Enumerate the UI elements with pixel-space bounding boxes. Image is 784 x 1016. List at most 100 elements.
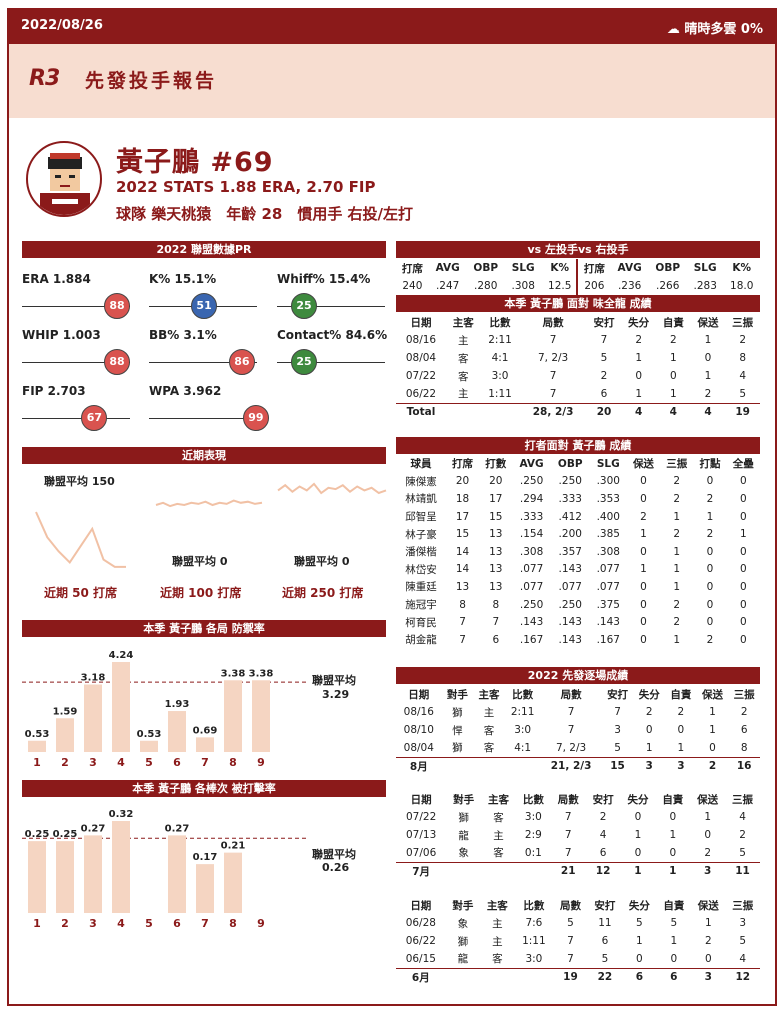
table-cell: .250 [558, 475, 582, 488]
table-cell: 主 [492, 935, 503, 948]
table-row: 06/15 龍 客 3:0 7 5 0 0 0 4 [396, 950, 760, 968]
total-cell: 19 [725, 402, 760, 421]
table-row: 07/22 獅 客 3:0 7 2 0 0 1 4 [396, 808, 760, 826]
column-header: 局數 [560, 688, 582, 701]
table-cell: 06/22 [405, 387, 437, 400]
recent-100-caption: 近期 100 打席 [160, 586, 242, 600]
table-cell: 17 [455, 510, 470, 523]
table-row: 07/22 客 3:0 7 2 0 0 1 4 [396, 367, 760, 385]
table-cell: 1 [635, 387, 643, 400]
player-avatar [26, 141, 102, 217]
column-header: 三振 [666, 458, 688, 471]
table-cell: 5 [670, 917, 678, 929]
table-cell: 0 [669, 846, 677, 859]
column-header: OBP [557, 457, 583, 470]
bar-label: 1.59 [53, 706, 78, 717]
column-header: 失分 [627, 793, 649, 806]
table-cell: 08/04 [405, 352, 437, 364]
report-date: 2022/08/26 [21, 18, 103, 33]
column-header: OBP [473, 262, 499, 274]
table-cell: 240 [402, 280, 423, 292]
table-row: 林靖凱 18 17 .294 .333 .353 0 2 2 0 [396, 490, 760, 508]
table-cell: 2 [739, 829, 746, 841]
column-header: 主客 [488, 793, 510, 806]
category-label: 6 [173, 917, 181, 930]
pr-badge: 86 [228, 349, 255, 375]
table-cell: 6 [492, 633, 500, 646]
total-cell [445, 402, 481, 421]
category-label: 1 [33, 917, 41, 930]
bar [84, 684, 102, 752]
total-cell: 22 [587, 967, 623, 986]
bar-label: 3.18 [81, 673, 106, 684]
total-cell [445, 967, 481, 986]
total-cell: 4 [621, 402, 656, 421]
table-cell: 7 [567, 724, 575, 736]
total-cell: 2 [696, 756, 729, 775]
total-cell: 3 [691, 967, 726, 986]
table-cell: 2 [706, 528, 714, 541]
vs-hand-header: vs 左投手vs 右投手 [396, 241, 760, 258]
table-cell: 7 [564, 846, 572, 859]
bar-label: 0.27 [165, 823, 190, 834]
category-label: 3 [89, 917, 97, 930]
column-header: 安打 [594, 899, 616, 912]
table-cell: 2 [645, 706, 653, 718]
table-cell: .300 [596, 475, 620, 488]
table-cell: .167 [596, 633, 620, 646]
bar-label: 0.21 [221, 841, 246, 852]
table-cell: 林靖凱 [405, 493, 437, 506]
table-cell: 2 [704, 846, 712, 859]
table-cell: 2 [677, 706, 685, 718]
table-cell: 06/28 [405, 917, 436, 929]
table-cell: 林子豪 [405, 528, 437, 541]
bar-label: 4.24 [109, 650, 134, 661]
table-cell: .333 [558, 492, 582, 505]
bar [112, 821, 130, 913]
total-cell: 7月 [396, 861, 447, 880]
table-cell: 17 [489, 492, 503, 505]
sparkline-50 [35, 511, 126, 568]
bar-label: 0.32 [109, 809, 134, 820]
table-cell: 0 [645, 724, 653, 736]
table-cell: 0 [635, 370, 643, 382]
table-cell: .143 [558, 563, 582, 576]
pr-badge: 25 [291, 349, 317, 375]
table-header-row: 球員 打席 打數 AVG OBP SLG 保送 三振 打點 全壘 [396, 455, 760, 473]
table-cell: 0 [739, 598, 747, 611]
total-cell: 1 [620, 861, 656, 880]
month-games-table: 日期 對手 主客 比數 局數 安打 失分 自責 保送 三振 06/28 象主 7:6 5 11 5 5 1 3 06/… [396, 896, 760, 986]
column-header: 打席 [452, 458, 474, 471]
table-cell: 08/16 [405, 334, 437, 346]
category-label: 4 [117, 917, 125, 930]
table-cell: 3 [739, 917, 747, 929]
table-cell: 0:1 [524, 846, 542, 859]
table-cell: 20 [489, 475, 503, 488]
column-header: 球員 [410, 458, 432, 471]
table-row: 08/10 悍 客 3:0 7 3 0 0 1 6 [396, 721, 760, 739]
table-cell: 1 [645, 741, 653, 754]
table-cell: 7, 2/3 [537, 352, 569, 364]
column-header: 保送 [697, 316, 719, 329]
total-cell: 21, 2/3 [540, 756, 602, 775]
total-cell: 11 [725, 861, 760, 880]
table-cell: 2 [740, 706, 748, 718]
table-cell: 7 [567, 952, 574, 965]
category-label: 5 [145, 756, 153, 769]
table-cell: 0 [739, 492, 747, 505]
category-label: 3 [89, 756, 97, 769]
table-cell: 0 [706, 598, 714, 611]
table-cell: 5 [739, 935, 747, 947]
table-cell: 0 [670, 952, 678, 965]
bar [196, 737, 214, 752]
table-cell: .200 [558, 528, 582, 541]
month-games-table: 日期 對手 主客 比數 局數 安打 失分 自責 保送 三振 07/22 獅客 3:0 7 2 0 0 1 4 07/1… [396, 790, 760, 880]
table-row: 06/22 獅 主 1:11 7 6 1 1 2 5 [396, 932, 760, 950]
column-header: K% [732, 262, 752, 274]
total-cell: 4 [656, 402, 691, 421]
category-label: 5 [145, 917, 153, 930]
table-cell: .077 [596, 580, 620, 593]
table-cell: 06/15 [405, 952, 436, 965]
avg-by-order-chart: 0.25 1 0.25 2 0.27 3 0.32 4 5 0.27 6 0.17 7 0.21 8 9 [22, 809, 308, 930]
pr-badge: 51 [191, 293, 218, 319]
